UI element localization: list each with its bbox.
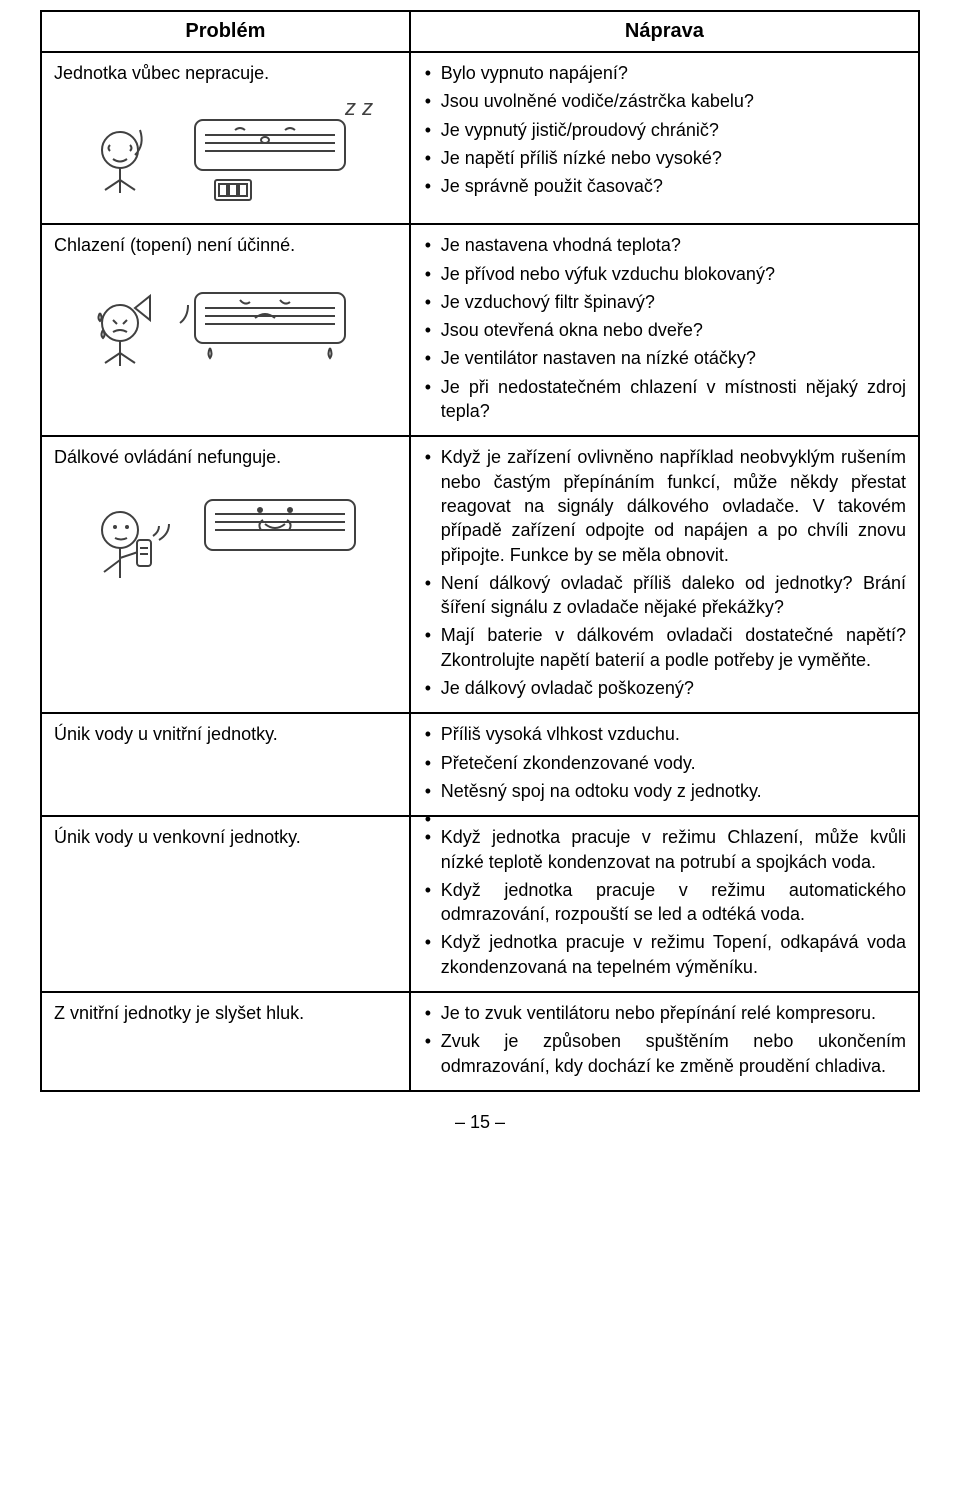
remedy-item: Je vzduchový filtr špinavý? (423, 290, 906, 314)
problem-cell: Z vnitřní jednotky je slyšet hluk. (41, 992, 410, 1091)
remedy-cell: Když je zařízení ovlivněno například neo… (410, 436, 919, 713)
remedy-item: Příliš vysoká vlhkost vzduchu. (423, 722, 906, 746)
problem-text: Chlazení (topení) není účinné. (54, 233, 397, 257)
illustration (54, 480, 397, 600)
remedy-item: Když jednotka pracuje v režimu automatic… (423, 878, 906, 927)
remedy-item: Je napětí příliš nízké nebo vysoké? (423, 146, 906, 170)
table-row: Jednotka vůbec nepracuje. z z z Bylo vyp… (41, 52, 919, 224)
remedy-cell: Příliš vysoká vlhkost vzduchu. Přetečení … (410, 713, 919, 816)
problem-cell: Jednotka vůbec nepracuje. z z z (41, 52, 410, 224)
remedy-list: Když jednotka pracuje v režimu Chlazení,… (423, 825, 906, 979)
problem-text: Jednotka vůbec nepracuje. (54, 61, 397, 85)
problem-cell: Únik vody u vnitřní jednotky. (41, 713, 410, 816)
remedy-item: Jsou uvolněné vodiče/zástrčka kabelu? (423, 89, 906, 113)
troubleshooting-table: Problém Náprava Jednotka vůbec nepracuje… (40, 10, 920, 1092)
remedy-list: Je to zvuk ventilátoru nebo přepínání re… (423, 1001, 906, 1078)
remedy-item: Přetečení zkondenzované vody. (423, 751, 906, 775)
problem-text: Dálkové ovládání nefunguje. (54, 445, 397, 469)
remedy-list: Když je zařízení ovlivněno například neo… (423, 445, 906, 700)
table-row: Únik vody u vnitřní jednotky. Příliš vyso… (41, 713, 919, 816)
remedy-item: Není dálkový ovladač příliš daleko od je… (423, 571, 906, 620)
remedy-item: Když jednotka pracuje v režimu Chlazení,… (423, 825, 906, 874)
remedy-item: Mají baterie v dálkovém ovladači dostate… (423, 623, 906, 672)
table-row: Z vnitřní jednotky je slyšet hluk. Je to … (41, 992, 919, 1091)
remedy-item: Je vypnutý jistič/proudový chránič? (423, 118, 906, 142)
remedy-cell: Bylo vypnuto napájení? Jsou uvolněné vodi… (410, 52, 919, 224)
remedy-item: Zvuk je způsoben spuštěním nebo ukončení… (423, 1029, 906, 1078)
remedy-cell: Je nastavena vhodná teplota? Je přívod ne… (410, 224, 919, 436)
problem-text: Únik vody u venkovní jednotky. (54, 825, 397, 849)
problem-text: Z vnitřní jednotky je slyšet hluk. (54, 1001, 397, 1025)
remedy-item: Je nastavena vhodná teplota? (423, 233, 906, 257)
page-number: – 15 – (40, 1112, 920, 1133)
problem-cell: Chlazení (topení) není účinné. (41, 224, 410, 436)
remedy-item: Netěsný spoj na odtoku vody z jednotky. (423, 779, 906, 803)
problem-cell: Únik vody u venkovní jednotky. (41, 816, 410, 992)
remedy-item: Je správně použit časovač? (423, 174, 906, 198)
table-row: Chlazení (topení) není účinné. Je nastav… (41, 224, 919, 436)
remedy-item: Je přívod nebo výfuk vzduchu blokovaný? (423, 262, 906, 286)
remedy-list: Je nastavena vhodná teplota? Je přívod ne… (423, 233, 906, 423)
remedy-cell: Když jednotka pracuje v režimu Chlazení,… (410, 816, 919, 992)
remedy-list: Bylo vypnuto napájení? Jsou uvolněné vodi… (423, 61, 906, 198)
remedy-item: Je dálkový ovladač poškozený? (423, 676, 906, 700)
svg-text:z z z: z z z (344, 95, 375, 120)
table-row: Dálkové ovládání nefunguje. Když je zaří… (41, 436, 919, 713)
remedy-list: Příliš vysoká vlhkost vzduchu. Přetečení … (423, 722, 906, 803)
remedy-item: Je při nedostatečném chlazení v místnost… (423, 375, 906, 424)
header-remedy: Náprava (410, 11, 919, 52)
remedy-cell: Je to zvuk ventilátoru nebo přepínání re… (410, 992, 919, 1091)
remedy-item: Bylo vypnuto napájení? (423, 61, 906, 85)
illustration: z z z (54, 95, 397, 215)
problem-cell: Dálkové ovládání nefunguje. (41, 436, 410, 713)
table-row: Únik vody u venkovní jednotky. Když jedno… (41, 816, 919, 992)
remedy-item: Je to zvuk ventilátoru nebo přepínání re… (423, 1001, 906, 1025)
remedy-item: Když jednotka pracuje v režimu Topení, o… (423, 930, 906, 979)
header-problem: Problém (41, 11, 410, 52)
problem-text: Únik vody u vnitřní jednotky. (54, 722, 397, 746)
remedy-item: Když je zařízení ovlivněno například neo… (423, 445, 906, 566)
illustration (54, 268, 397, 388)
remedy-item: Je ventilátor nastaven na nízké otáčky? (423, 346, 906, 370)
remedy-item: Jsou otevřená okna nebo dveře? (423, 318, 906, 342)
